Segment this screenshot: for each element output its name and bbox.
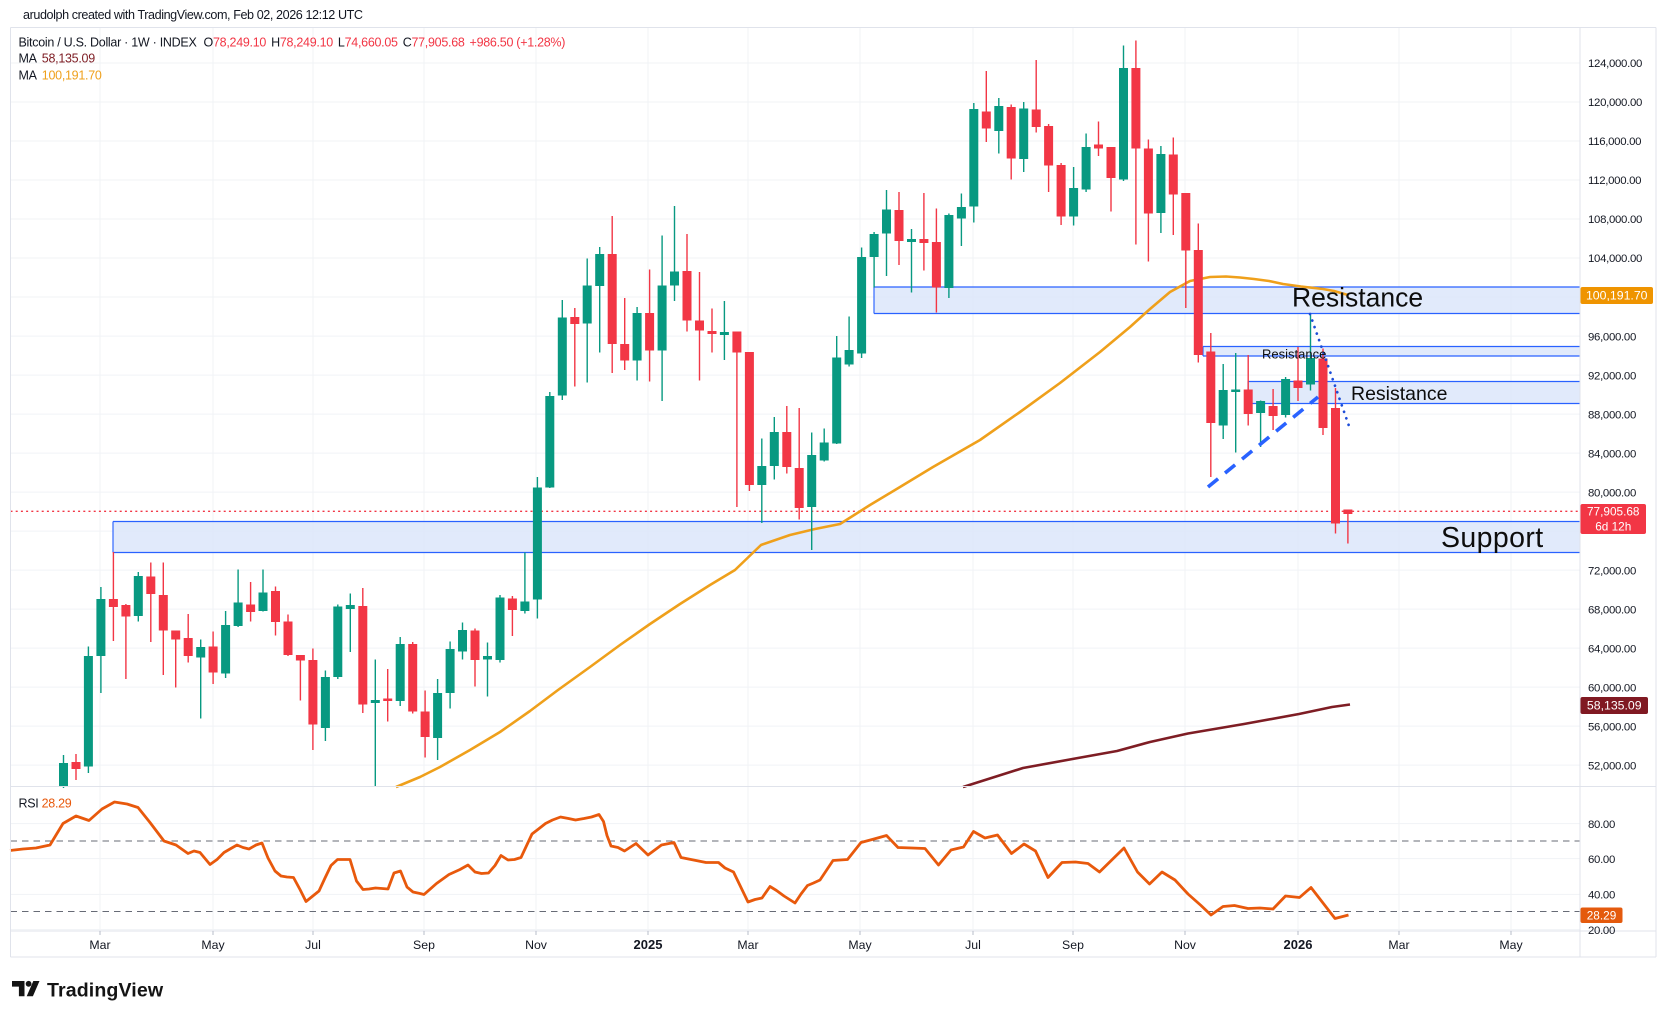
svg-text:72,000.00: 72,000.00 — [1588, 565, 1636, 577]
svg-text:Resistance: Resistance — [1292, 283, 1423, 313]
svg-text:80,000.00: 80,000.00 — [1588, 487, 1636, 499]
svg-text:88,000.00: 88,000.00 — [1588, 409, 1636, 421]
svg-text:MA 100,191.70: MA 100,191.70 — [19, 69, 102, 83]
svg-text:104,000.00: 104,000.00 — [1588, 253, 1642, 265]
svg-text:112,000.00: 112,000.00 — [1588, 175, 1641, 187]
svg-text:116,000.00: 116,000.00 — [1588, 136, 1641, 148]
svg-text:arudolph created with TradingV: arudolph created with TradingView.com, F… — [23, 8, 363, 22]
svg-text:2026: 2026 — [1284, 937, 1313, 952]
svg-text:100,191.70: 100,191.70 — [1586, 289, 1648, 303]
svg-text:Support: Support — [1441, 522, 1544, 554]
svg-text:80.00: 80.00 — [1588, 819, 1615, 831]
svg-text:52,000.00: 52,000.00 — [1588, 760, 1636, 772]
svg-text:Sep: Sep — [413, 938, 435, 952]
svg-text:May: May — [848, 938, 872, 952]
svg-text:TradingView: TradingView — [47, 980, 164, 1002]
svg-text:Mar: Mar — [737, 938, 758, 952]
svg-text:58,135.09: 58,135.09 — [1587, 699, 1642, 713]
svg-text:Jul: Jul — [965, 938, 981, 952]
svg-text:Mar: Mar — [89, 938, 110, 952]
svg-text:6d 12h: 6d 12h — [1595, 520, 1631, 534]
svg-text:Resistance: Resistance — [1262, 347, 1326, 362]
svg-text:96,000.00: 96,000.00 — [1588, 331, 1636, 343]
svg-text:108,000.00: 108,000.00 — [1588, 214, 1642, 226]
svg-text:20.00: 20.00 — [1588, 925, 1615, 937]
svg-text:28.29: 28.29 — [1587, 909, 1617, 923]
svg-text:84,000.00: 84,000.00 — [1588, 448, 1636, 460]
svg-text:Nov: Nov — [525, 938, 548, 952]
svg-text:MA 58,135.09: MA 58,135.09 — [19, 52, 96, 66]
svg-text:Bitcoin / U.S. Dollar · 1W · I: Bitcoin / U.S. Dollar · 1W · INDEX O78,24… — [19, 36, 566, 50]
svg-text:77,905.68: 77,905.68 — [1587, 505, 1640, 519]
svg-text:40.00: 40.00 — [1588, 890, 1615, 902]
svg-text:2025: 2025 — [634, 937, 663, 952]
svg-text:68,000.00: 68,000.00 — [1588, 604, 1636, 616]
svg-text:May: May — [1499, 938, 1523, 952]
svg-text:92,000.00: 92,000.00 — [1588, 370, 1636, 382]
svg-text:Resistance: Resistance — [1351, 383, 1447, 405]
svg-text:Mar: Mar — [1388, 938, 1409, 952]
svg-text:60.00: 60.00 — [1588, 854, 1615, 866]
svg-text:Sep: Sep — [1062, 938, 1084, 952]
svg-text:64,000.00: 64,000.00 — [1588, 643, 1636, 655]
svg-text:Nov: Nov — [1174, 938, 1197, 952]
svg-text:120,000.00: 120,000.00 — [1588, 97, 1642, 109]
svg-text:56,000.00: 56,000.00 — [1588, 721, 1636, 733]
svg-text:RSI 28.29: RSI 28.29 — [19, 797, 72, 811]
svg-text:60,000.00: 60,000.00 — [1588, 682, 1636, 694]
svg-text:May: May — [201, 938, 225, 952]
svg-text:124,000.00: 124,000.00 — [1588, 58, 1642, 70]
svg-text:Jul: Jul — [305, 938, 321, 952]
